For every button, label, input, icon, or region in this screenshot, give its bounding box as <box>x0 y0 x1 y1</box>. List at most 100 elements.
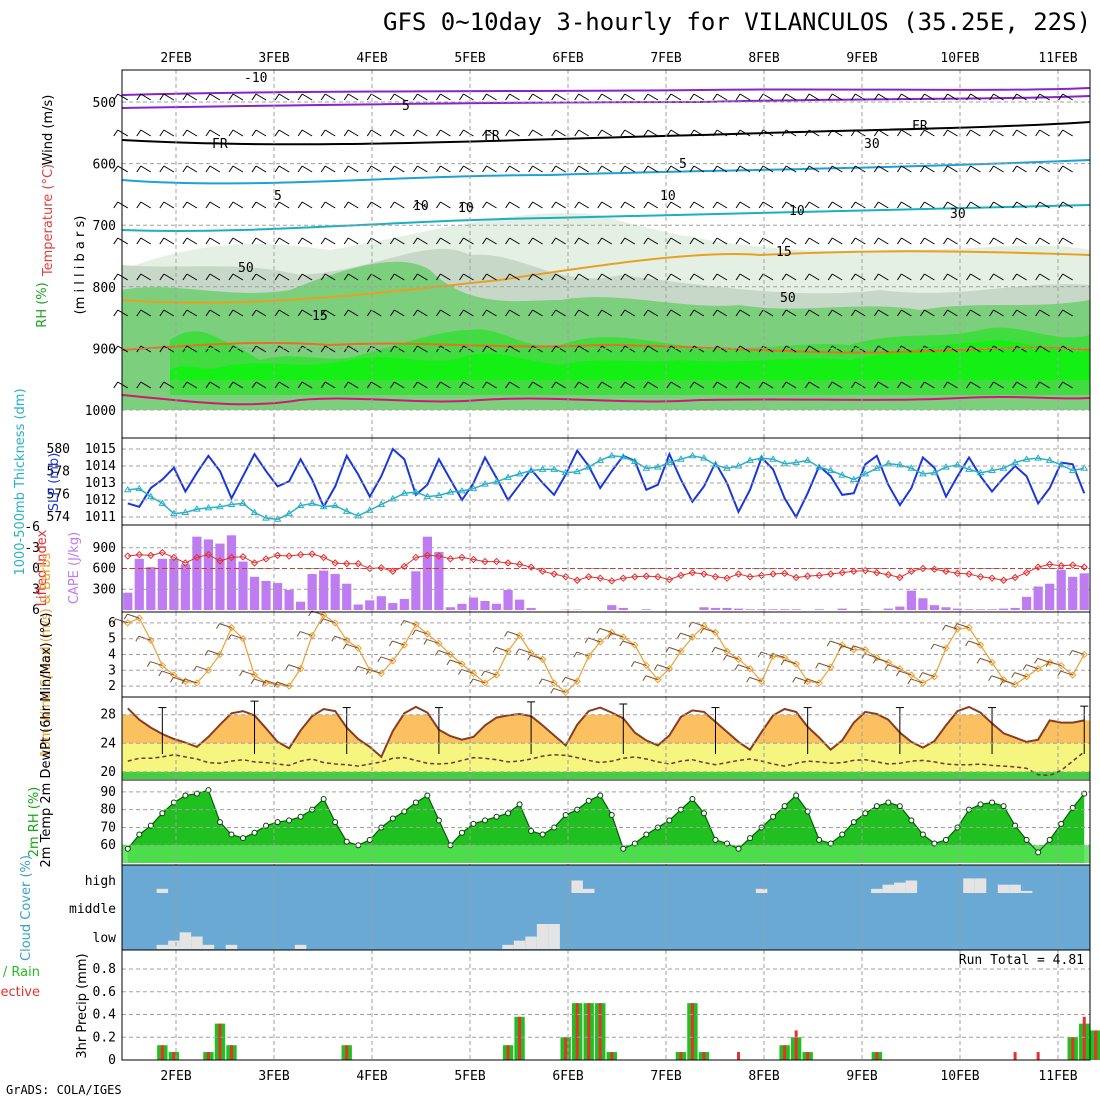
upper-wind-barb <box>182 273 198 281</box>
cloud-bar-high <box>963 878 975 893</box>
rh-point <box>919 831 926 838</box>
slp-tick: 1011 <box>85 510 116 525</box>
upper-wind-barb <box>205 345 221 353</box>
precip-convective-bar <box>229 1045 233 1060</box>
rh-point <box>147 822 154 829</box>
rh-point <box>700 810 707 817</box>
thickness-point <box>515 469 524 477</box>
upper-wind-barb <box>1058 165 1073 173</box>
cape-bar <box>238 561 248 610</box>
wind-barb <box>815 662 831 669</box>
rh-point <box>689 796 696 802</box>
li-point <box>642 572 651 580</box>
upper-wind-barb <box>873 309 889 317</box>
precip-convective-bar <box>610 1052 614 1060</box>
upper-wind-barb <box>735 165 751 173</box>
li-point <box>711 573 720 581</box>
li-point <box>723 574 731 582</box>
cloud-bar-high <box>582 888 595 893</box>
thickness-point <box>285 509 293 517</box>
upper-wind-barb <box>436 129 451 137</box>
rh-point <box>643 831 650 838</box>
upper-wind-barb <box>182 345 198 353</box>
upper-wind-barb <box>920 93 935 101</box>
wind-barb <box>538 678 555 685</box>
upper-wind-barb <box>620 165 636 173</box>
precip-convective-bar <box>679 1052 683 1060</box>
upper-wind-barb <box>528 309 543 317</box>
upper-wind-barb <box>920 237 935 245</box>
upper-wind-barb <box>389 237 405 245</box>
upper-wind-barb <box>804 165 820 173</box>
rh-point <box>896 803 903 810</box>
cloud-bar-high <box>882 884 895 893</box>
upper-wind-barb <box>1012 381 1027 389</box>
thickness-point <box>331 501 340 509</box>
upper-wind-barb <box>297 309 313 317</box>
upper-wind-barb <box>920 309 935 317</box>
rh-point <box>539 831 546 838</box>
upper-wind-barb <box>920 201 935 209</box>
wind-barb <box>1045 661 1062 667</box>
thickness-point <box>550 465 559 472</box>
thickness-point <box>919 469 927 477</box>
wind-barb <box>296 631 313 637</box>
upper-wind-barb <box>551 201 566 209</box>
rh-point <box>804 808 811 815</box>
wind-barb <box>377 656 393 663</box>
temp-tick: 28 <box>100 708 116 723</box>
upper-wind-barb <box>366 129 382 137</box>
upper-wind-barb <box>712 381 728 389</box>
rh-point <box>274 819 281 826</box>
upper-wind-barb <box>966 93 981 101</box>
upper-wind-barb <box>113 129 129 137</box>
wind-barb <box>388 640 405 647</box>
contour-label: 10 <box>789 204 805 219</box>
rh-point <box>516 801 523 808</box>
cape-bar <box>780 609 790 610</box>
upper-wind-barb <box>620 129 636 137</box>
wind-barb <box>999 680 1016 686</box>
rh-point <box>412 799 419 806</box>
cape-bar <box>906 590 916 610</box>
upper-wind-barb <box>389 309 405 317</box>
thickness-point <box>1022 455 1031 462</box>
rh-point <box>816 836 823 843</box>
upper-wind-barb <box>274 93 290 101</box>
upper-wind-barb <box>689 273 705 281</box>
upper-wind-barb <box>182 309 198 317</box>
temp-line <box>127 705 1085 759</box>
upper-wind-barb <box>966 345 981 353</box>
thickness-point <box>942 463 950 470</box>
wind-barb <box>884 664 901 670</box>
upper-wind-barb <box>666 201 682 209</box>
upper-wind-barb <box>366 309 382 317</box>
li-point <box>481 557 489 566</box>
upper-wind-barb <box>896 345 912 353</box>
upper-wind-barb <box>873 165 889 173</box>
wind-barb <box>285 664 301 670</box>
wind-barb <box>711 646 728 653</box>
wind-barb <box>181 678 198 685</box>
pressure-tick: 900 <box>93 342 116 357</box>
wind-barb <box>942 624 958 631</box>
upper-wind-barb <box>159 129 175 137</box>
li-point <box>585 573 593 581</box>
upper-wind-barb <box>758 237 774 245</box>
upper-wind-barb <box>666 237 682 245</box>
thickness-point <box>1034 454 1043 461</box>
cape-bar <box>180 564 190 610</box>
upper-wind-barb <box>343 93 359 101</box>
date-label-bottom: 8FEB <box>748 1069 779 1084</box>
ylabel-millibars: (m i l l i b a r s) <box>73 216 88 315</box>
upper-wind-barb <box>989 381 1004 389</box>
li-point <box>838 568 846 577</box>
li-point <box>423 551 432 560</box>
upper-wind-barb <box>989 129 1004 137</box>
thickness-point <box>204 503 213 511</box>
rh-point <box>182 792 189 799</box>
upper-wind-barb <box>528 165 543 173</box>
upper-wind-barb <box>1058 309 1073 317</box>
thickness-point <box>723 464 731 471</box>
